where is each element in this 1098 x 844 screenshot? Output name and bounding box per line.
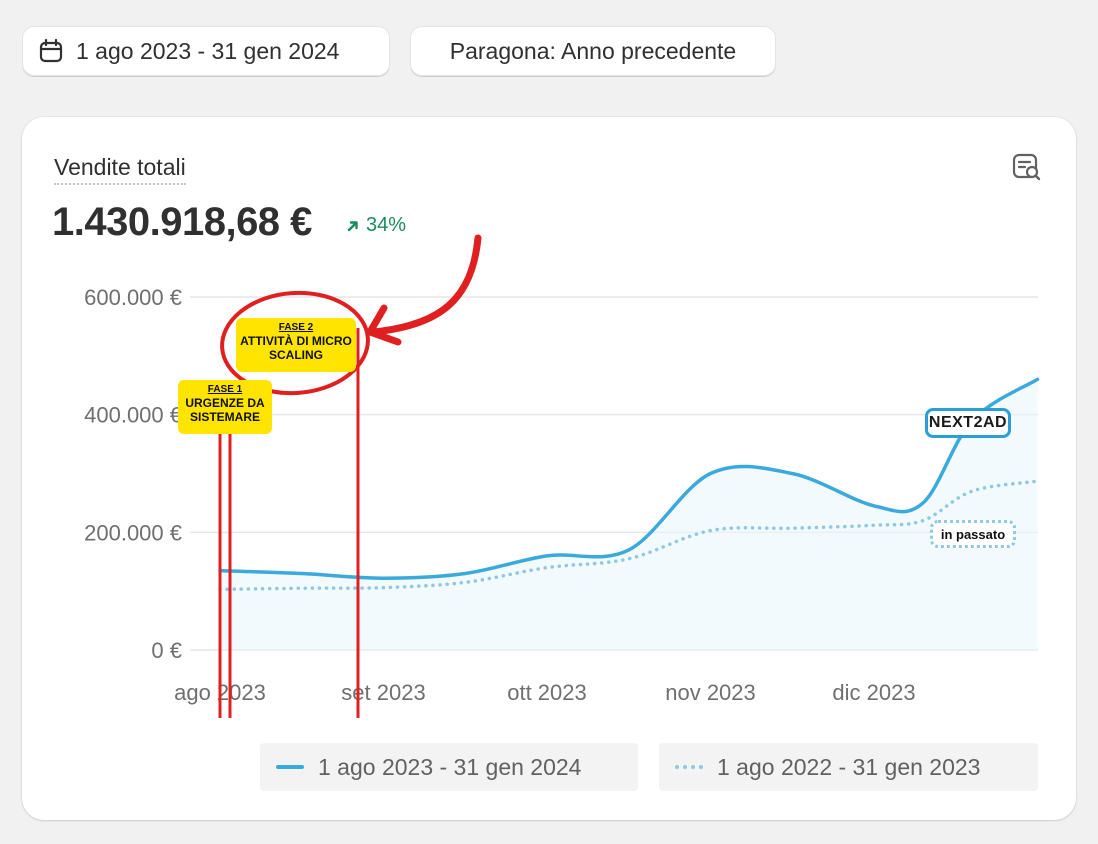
phase1-note: FASE 1 URGENZE DA SISTEMARE: [178, 380, 272, 434]
phase2-text: ATTIVITÀ DI MICRO SCALING: [240, 334, 352, 363]
metric-title[interactable]: Vendite totali: [54, 154, 186, 185]
legend-current-swatch: [276, 765, 304, 769]
phase2-label: FASE 2: [278, 322, 314, 333]
legend-previous-swatch: [675, 765, 703, 769]
metric-value: 1.430.918,68 €: [52, 200, 312, 244]
delta-badge: 34%: [346, 214, 406, 237]
brand-badge: NEXT2AD: [925, 408, 1011, 438]
delta-value: 34%: [366, 214, 407, 236]
past-badge: in passato: [930, 520, 1016, 548]
arrow-up-right-icon: [347, 220, 358, 231]
legend-previous-label: 1 ago 2022 - 31 gen 2023: [717, 753, 981, 780]
phase1-text: URGENZE DA SISTEMARE: [185, 396, 265, 425]
compare-button[interactable]: Paragona: Anno precedente: [410, 26, 776, 76]
date-range-label: 1 ago 2023 - 31 gen 2024: [76, 37, 340, 64]
phase1-label: FASE 1: [207, 384, 243, 395]
legend-previous[interactable]: 1 ago 2022 - 31 gen 2023: [659, 743, 1038, 791]
calendar-icon: [39, 38, 63, 63]
date-range-button[interactable]: 1 ago 2023 - 31 gen 2024: [22, 26, 390, 76]
compare-label: Paragona: Anno precedente: [449, 37, 737, 64]
explore-chart-icon[interactable]: [1012, 152, 1042, 187]
legend-current-label: 1 ago 2023 - 31 gen 2024: [318, 753, 582, 780]
phase2-note: FASE 2 ATTIVITÀ DI MICRO SCALING: [236, 318, 356, 372]
legend-current[interactable]: 1 ago 2023 - 31 gen 2024: [260, 743, 638, 791]
